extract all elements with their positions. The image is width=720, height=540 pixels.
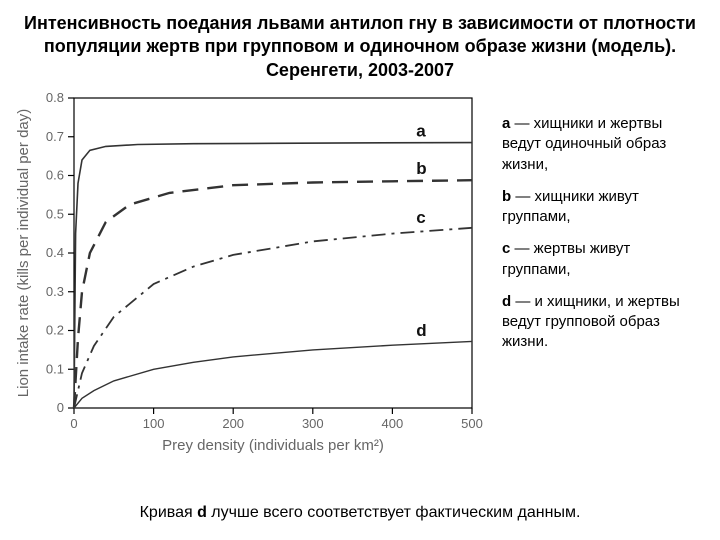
svg-text:400: 400 — [382, 416, 404, 431]
svg-text:0: 0 — [70, 416, 77, 431]
svg-text:0.1: 0.1 — [46, 361, 64, 376]
series-a — [74, 143, 472, 408]
series-c — [74, 228, 472, 408]
svg-text:0.3: 0.3 — [46, 284, 64, 299]
content-row: 0 100 200 300 400 500 0 0.1 0.2 0.3 0.4 0.5 0.6 0.7 0.… — [0, 90, 720, 460]
svg-text:0: 0 — [57, 400, 64, 415]
svg-text:300: 300 — [302, 416, 324, 431]
page-title: Интенсивность поедания львами антилоп гн… — [0, 0, 720, 90]
series-label-b: b — [416, 159, 426, 178]
footer-note: Кривая d лучше всего соответствует факти… — [0, 504, 720, 522]
series-label-d: d — [416, 321, 426, 340]
series-label-a: a — [416, 122, 426, 141]
series-d — [74, 342, 472, 409]
chart-container: 0 100 200 300 400 500 0 0.1 0.2 0.3 0.4 0.5 0.6 0.7 0.… — [10, 90, 490, 460]
svg-text:0.8: 0.8 — [46, 90, 64, 105]
legend-b: b — хищники живут группами, — [502, 187, 702, 228]
legend-a: a — хищники и жертвы ведут одиночный обр… — [502, 114, 702, 175]
svg-text:100: 100 — [143, 416, 165, 431]
svg-text:0.5: 0.5 — [46, 206, 64, 221]
series-label-c: c — [416, 208, 425, 227]
svg-text:0.7: 0.7 — [46, 129, 64, 144]
svg-text:0.4: 0.4 — [46, 245, 64, 260]
legend-c: c — жертвы живут группами, — [502, 239, 702, 280]
svg-text:Prey density (individuals per: Prey density (individuals per km²) — [162, 437, 384, 454]
svg-text:Lion intake rate (kills per in: Lion intake rate (kills per individual p… — [15, 109, 32, 397]
legend-block: a — хищники и жертвы ведут одиночный обр… — [490, 90, 710, 460]
svg-text:200: 200 — [222, 416, 244, 431]
series-b — [74, 180, 472, 408]
functional-response-chart: 0 100 200 300 400 500 0 0.1 0.2 0.3 0.4 0.5 0.6 0.7 0.… — [10, 90, 490, 460]
svg-text:0.2: 0.2 — [46, 323, 64, 338]
svg-text:0.6: 0.6 — [46, 168, 64, 183]
legend-d: d — и хищники, и жертвы ведут групповой … — [502, 292, 702, 353]
svg-text:500: 500 — [461, 416, 483, 431]
